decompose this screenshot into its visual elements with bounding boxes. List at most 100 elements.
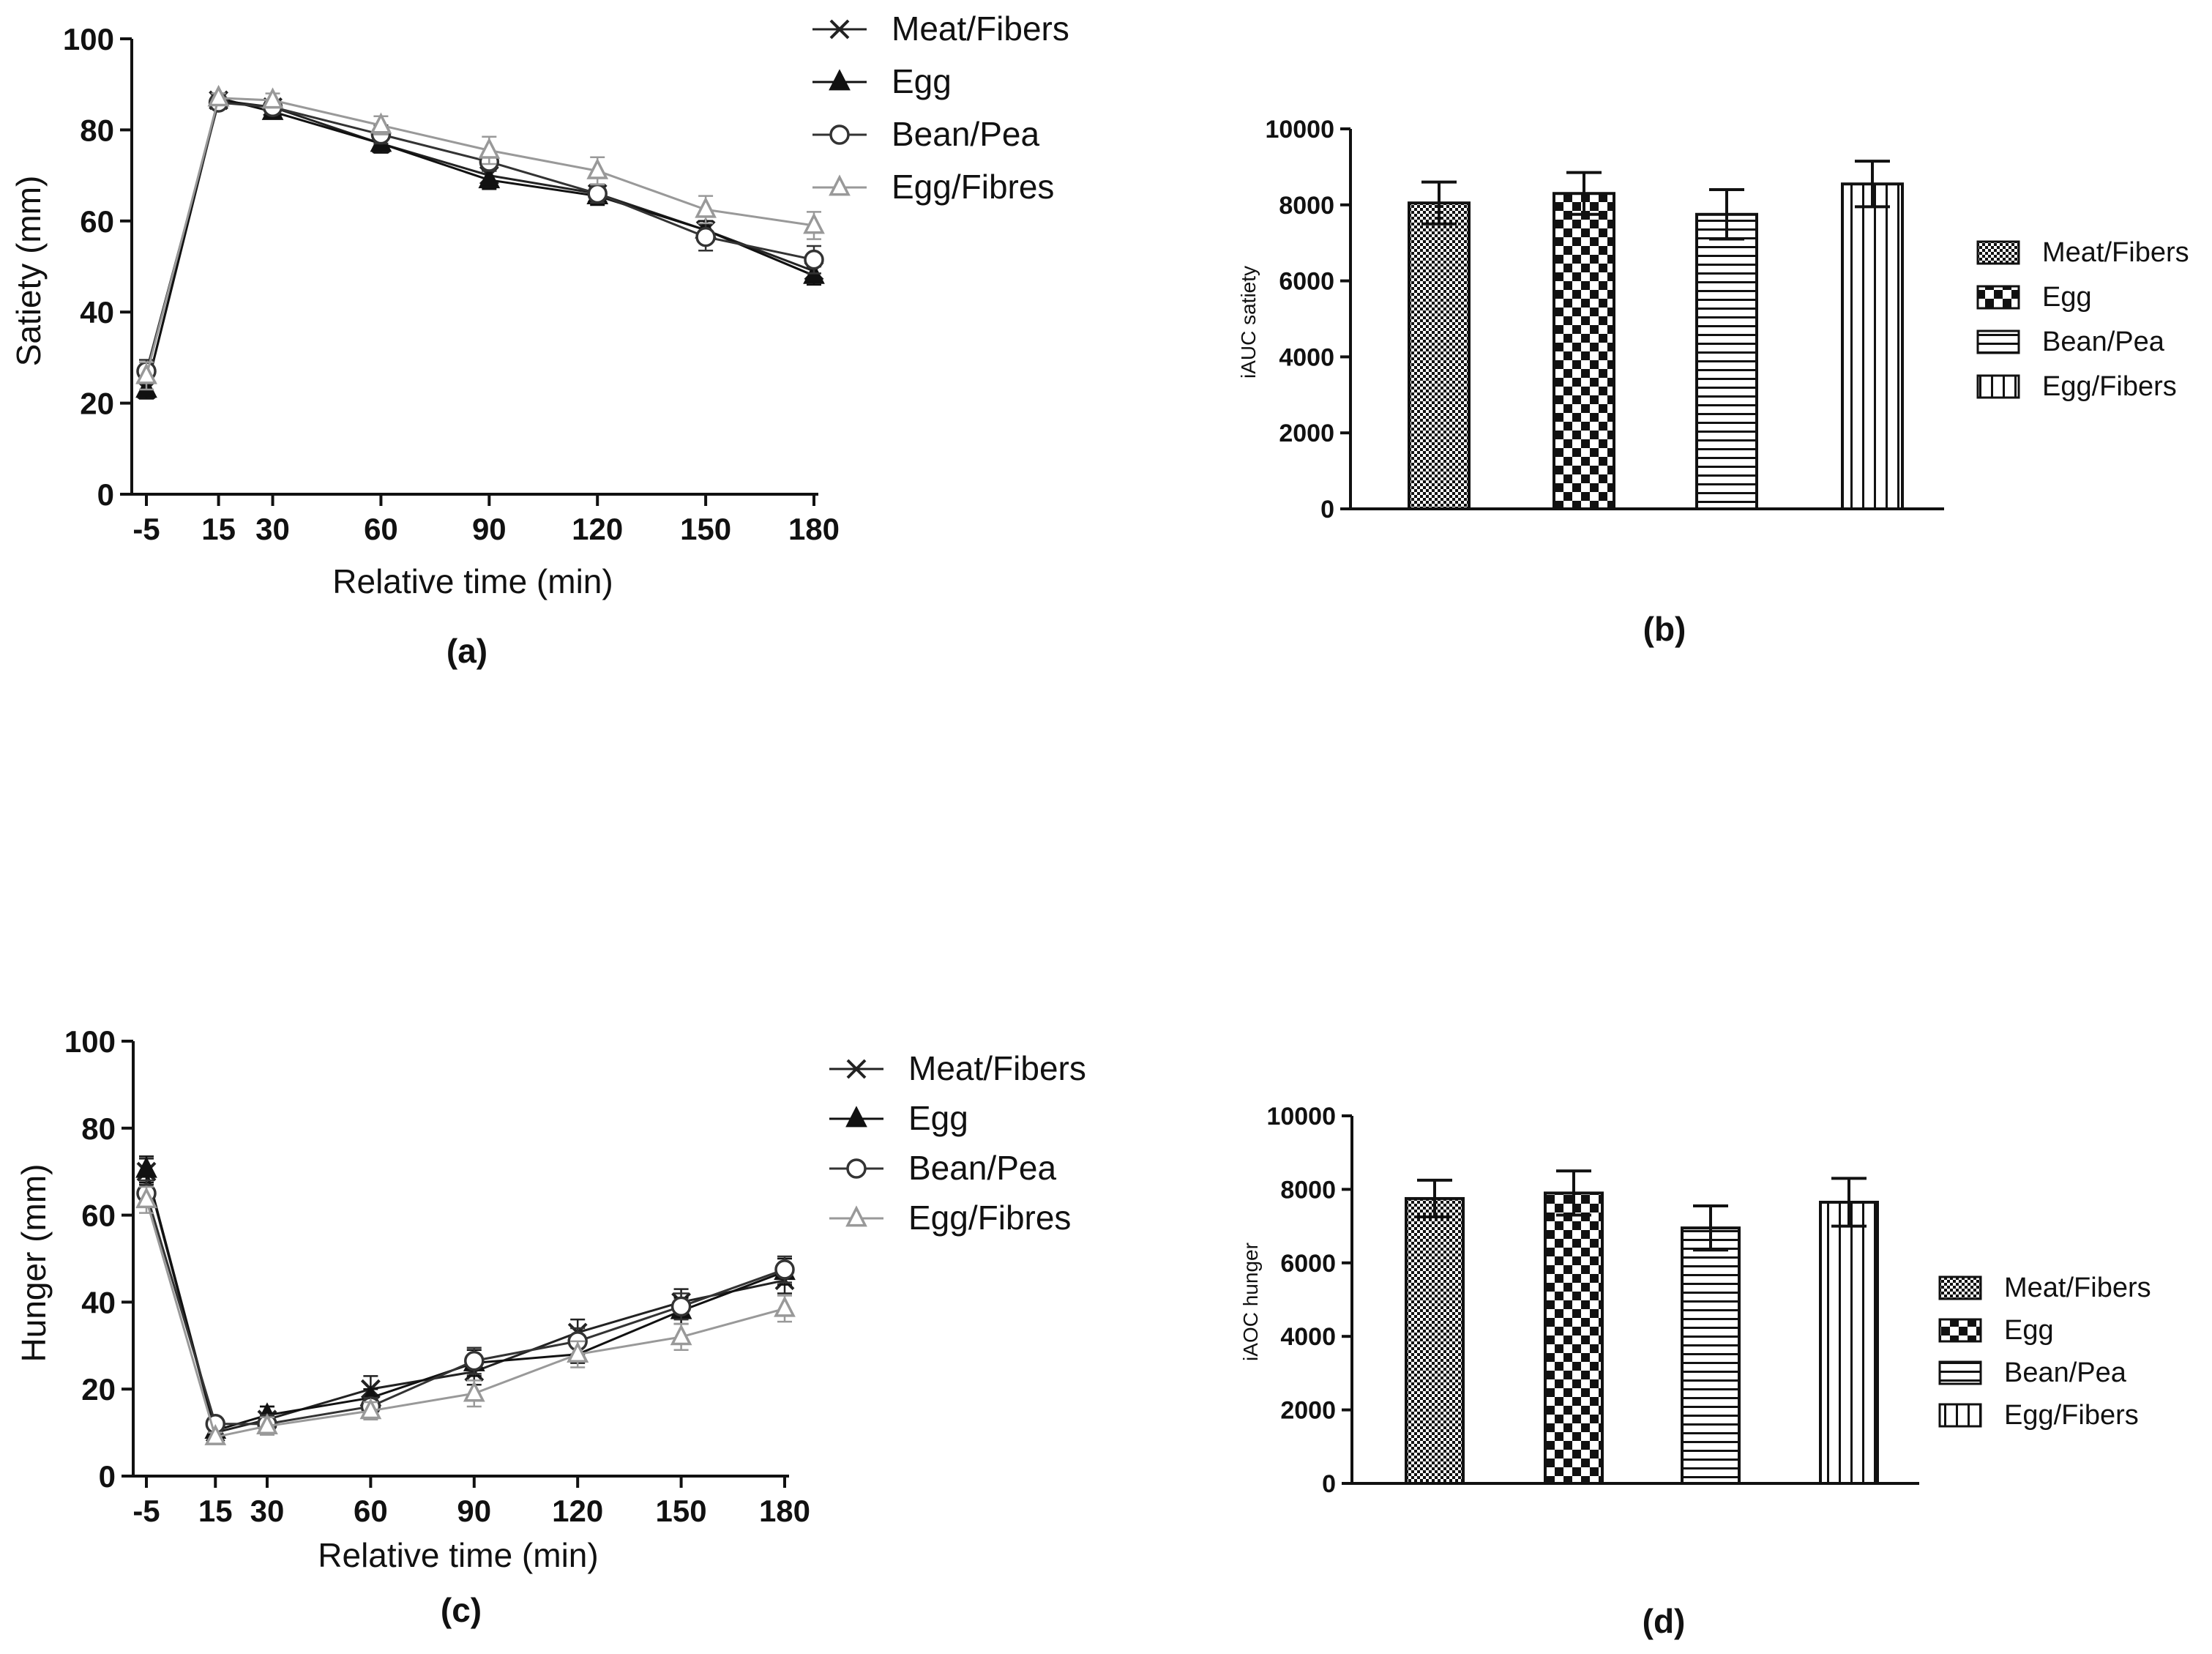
data-point: [204, 1423, 227, 1445]
y-tick-label: 10000: [1265, 116, 1334, 144]
panel-d-label: (d): [1643, 1602, 1686, 1640]
x-tick-label: 90: [457, 1494, 491, 1528]
data-point: [135, 1156, 157, 1178]
x-tick-label: 180: [759, 1494, 810, 1528]
x-tick-label: 150: [680, 512, 731, 546]
data-point: [803, 212, 825, 234]
series-meat-fibers: [136, 90, 824, 400]
panel-a-xlabel: Relative time (min): [332, 562, 613, 600]
x-tick-label: 150: [656, 1494, 707, 1528]
y-tick-label: 2000: [1279, 420, 1334, 447]
panel-d: iAOC hunger (d) 0 2000 4000 6000 8000 10000 Me…: [1239, 1103, 2151, 1640]
y-tick-label: 2000: [1280, 1397, 1336, 1425]
panel-d-ylabel: iAOC hunger: [1239, 1243, 1262, 1361]
y-tick-label: 8000: [1280, 1176, 1336, 1204]
x-tick-label: 60: [364, 512, 398, 546]
y-tick-label: 0: [99, 1459, 116, 1494]
data-point: [464, 1350, 485, 1371]
legend-marker-stroke-2: [846, 1059, 867, 1079]
legend-label: Egg/Fibers: [2004, 1400, 2139, 1431]
legend-label: Egg: [892, 62, 952, 100]
y-tick-label: 4000: [1280, 1323, 1336, 1351]
series-egg-fibres: [135, 1185, 796, 1445]
panel-a-legend: Meat/Fibers Egg Bean/Pea Egg/Fibres: [812, 10, 1069, 206]
y-tick-label: 0: [1322, 1470, 1336, 1498]
y-tick-label: 100: [63, 22, 114, 56]
legend-marker: [829, 19, 850, 40]
legend-marker-stroke-2: [829, 19, 850, 40]
panel-c-label: (c): [441, 1591, 482, 1629]
y-tick-label: 100: [64, 1024, 116, 1059]
series-bean-pea: [136, 92, 824, 384]
legend-swatch: [1938, 1360, 1982, 1385]
y-tick-label: 10000: [1266, 1103, 1336, 1130]
series-line: [145, 1199, 785, 1439]
panel-d-plot: 0 2000 4000 6000 8000 10000: [1266, 1103, 1919, 1498]
legend-label: Meat/Fibers: [892, 10, 1069, 48]
legend-marker: [845, 1106, 867, 1128]
legend-label: Bean/Pea: [908, 1149, 1056, 1187]
panel-a-ylabel: Satiety (mm): [10, 176, 48, 367]
legend-marker: [829, 69, 851, 91]
legend-label: Egg: [2004, 1315, 2054, 1346]
legend-label: Meat/Fibers: [908, 1049, 1086, 1087]
bar-egg: [1544, 1191, 1604, 1486]
panel-b-label: (b): [1643, 610, 1686, 648]
y-tick-label: 20: [81, 1372, 116, 1407]
legend-label: Meat/Fibers: [2042, 237, 2189, 268]
x-tick-label: 120: [552, 1494, 603, 1528]
data-point: [135, 362, 157, 384]
data-point: [567, 1341, 589, 1363]
panel-a-plot: 0 20 40 60 80 100 -5 15 30 60 90 120 150 180: [63, 22, 840, 546]
legend-swatch: [1938, 1318, 1982, 1343]
panel-c-ylabel: Hunger (mm): [15, 1164, 53, 1363]
y-tick-label: 20: [80, 387, 114, 421]
series-line: [145, 97, 815, 390]
legend-label: Egg/Fibers: [2042, 371, 2177, 402]
x-tick-label: 120: [572, 512, 623, 546]
panel-b-plot: 0 2000 4000 6000 8000 10000: [1265, 116, 1944, 524]
bar-meat-fibers: [1405, 1196, 1465, 1485]
panel-c: Hunger (mm) Relative time (min) (c) 0 20 4…: [15, 1024, 1086, 1629]
legend-label: Egg: [908, 1099, 968, 1137]
series-line: [145, 99, 815, 390]
panel-c-xlabel: Relative time (min): [318, 1536, 598, 1574]
legend-label: Bean/Pea: [892, 115, 1039, 153]
y-tick-label: 0: [1320, 496, 1334, 524]
legend-label: Egg: [2042, 282, 2092, 313]
series-line: [145, 97, 815, 376]
panel-b: iAUC satiety (b) 0 2000 4000 6000 8000 10000 M…: [1237, 116, 2189, 648]
legend-marker: [846, 1158, 867, 1179]
panel-b-ylabel: iAUC satiety: [1237, 266, 1260, 379]
y-tick-label: 0: [97, 477, 114, 512]
bar-bean-pea: [1695, 212, 1758, 510]
y-tick-label: 4000: [1279, 343, 1334, 371]
data-point: [670, 1324, 692, 1346]
bar-egg-fibers: [1841, 182, 1904, 510]
data-point: [804, 249, 824, 270]
data-point: [587, 183, 608, 204]
data-point: [478, 167, 501, 189]
bar-meat-fibers: [1408, 201, 1471, 510]
x-tick-label: -5: [132, 512, 160, 546]
y-tick-label: 8000: [1279, 192, 1334, 220]
data-point: [774, 1259, 795, 1280]
legend-marker: [846, 1059, 867, 1079]
legend-label: Egg/Fibres: [892, 168, 1054, 206]
x-tick-label: 90: [472, 512, 507, 546]
panel-c-plot: 0 20 40 60 80 100 -5 15 30 60 90 120 150 180: [64, 1024, 810, 1528]
legend-swatch: [1976, 240, 2020, 265]
panel-a-label: (a): [446, 632, 487, 670]
y-tick-label: 40: [80, 295, 114, 329]
y-tick-label: 60: [80, 204, 114, 239]
panel-a: Satiety (mm) Relative time (min) (a) 0 20…: [10, 10, 1069, 670]
panel-d-legend: Meat/Fibers Egg Bean/Pea Egg/Fibers: [1938, 1273, 2151, 1431]
legend-marker: [845, 1205, 867, 1227]
data-point: [463, 1380, 485, 1402]
data-point: [256, 1413, 278, 1435]
series-egg-fibres: [135, 85, 825, 391]
data-point: [370, 112, 392, 134]
y-tick-label: 6000: [1279, 268, 1334, 296]
x-tick-label: 180: [788, 512, 840, 546]
